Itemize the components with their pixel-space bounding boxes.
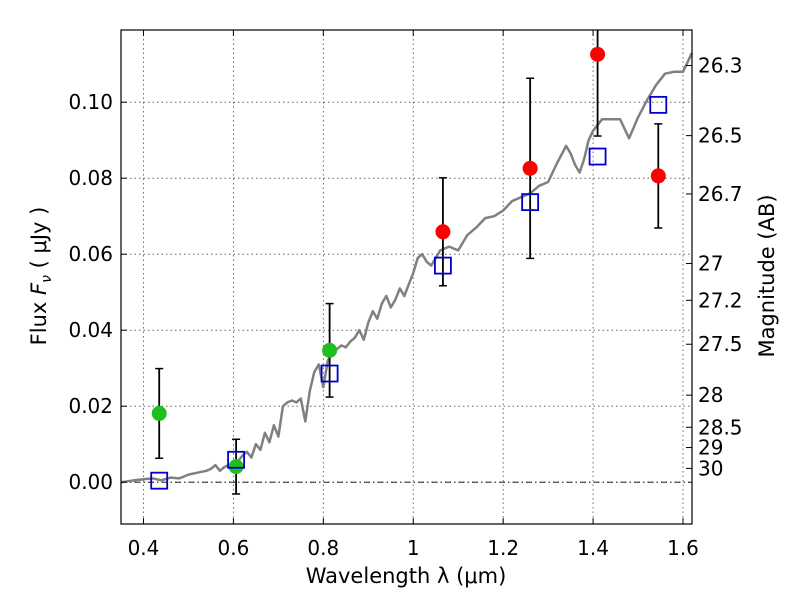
y-tick-label: 0.04	[68, 318, 113, 342]
y2-tick-label: 26.5	[698, 124, 743, 148]
y-axis-title-subscript: ν	[39, 275, 55, 283]
x-tick-label: 1	[407, 536, 420, 560]
y2-tick-label: 27.2	[698, 288, 743, 312]
model-point	[150, 471, 169, 490]
y2-tick-label: 30	[698, 456, 723, 480]
model-point	[227, 450, 245, 469]
y2-tick-label: 29	[698, 436, 723, 460]
x-axis-title: Wavelength λ (μm)	[306, 564, 507, 588]
data-point	[322, 342, 338, 358]
x-tick-label: 0.8	[307, 536, 339, 560]
model-point	[649, 95, 668, 114]
x-tick-label: 1.2	[487, 536, 519, 560]
y2-tick-label: 27.5	[698, 332, 743, 356]
y-axis-title-suffix: ( μJy )	[27, 207, 51, 275]
y2-tick-label: 28	[698, 383, 723, 407]
y-tick-label: 0.08	[68, 166, 113, 190]
data-point	[650, 168, 666, 184]
model-point	[434, 256, 452, 275]
errorbar-layer	[155, 30, 663, 495]
y2-tick-label: 26.3	[698, 54, 743, 78]
data-point	[590, 46, 606, 62]
model-point	[588, 147, 607, 166]
y-axis-title-prefix: Flux	[27, 295, 51, 345]
model-point	[521, 193, 540, 212]
y-tick-label: 0.06	[68, 242, 113, 266]
y2-tick-label: 28.5	[698, 415, 743, 439]
x-tick-label: 0.6	[217, 536, 249, 560]
y-tick-label: 0.10	[68, 90, 113, 114]
y2-axis-title: Magnitude (AB)	[755, 194, 779, 357]
data-point	[228, 459, 244, 475]
marker-layer	[150, 46, 668, 490]
grid-layer	[121, 30, 692, 524]
y-axis-title: Flux Fν ( μJy )	[27, 207, 55, 346]
plot-frame	[120, 29, 693, 525]
sed-template-line	[120, 52, 694, 484]
y-axis-title-symbol: F	[27, 282, 51, 295]
data-point	[522, 160, 538, 176]
data-point	[435, 224, 451, 240]
x-tick-label: 0.4	[128, 536, 160, 560]
model-point	[320, 364, 339, 383]
sed-layer	[120, 52, 694, 484]
y-tick-label: 0.02	[68, 394, 113, 418]
y2-tick-label: 27	[698, 252, 723, 276]
x-tick-label: 1.6	[667, 536, 699, 560]
y2-tick-label: 26.7	[698, 182, 743, 206]
data-point	[151, 405, 167, 421]
y-tick-label: 0.00	[68, 470, 113, 494]
tick-layer	[121, 30, 692, 524]
label-layer: 0.4 0.6 0.8 1 1.2 1.4 1.6 0.00 0.02 0.04 0.06 0.08 0…	[68, 54, 742, 560]
x-tick-label: 1.4	[577, 536, 609, 560]
